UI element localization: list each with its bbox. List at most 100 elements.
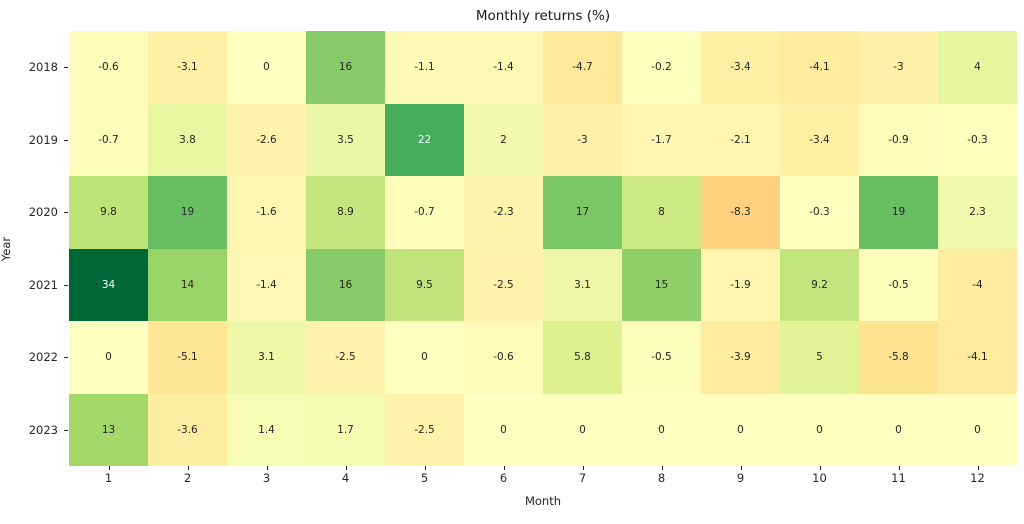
heatmap-cell: 8.9 — [306, 176, 385, 249]
x-tick-label: 11 — [891, 471, 906, 485]
cell-value: -3.6 — [177, 423, 198, 436]
heatmap-cell: 5.8 — [543, 321, 622, 394]
heatmap-cell: -0.3 — [938, 103, 1017, 176]
heatmap-cell: -3 — [859, 31, 938, 104]
cell-value: -0.6 — [493, 351, 514, 364]
cell-value: -3 — [577, 133, 588, 146]
heatmap-cell: 4 — [938, 31, 1017, 104]
heatmap-cell: -1.9 — [701, 248, 780, 321]
heatmap-cell: -2.5 — [385, 393, 464, 466]
cell-value: -0.3 — [967, 133, 988, 146]
cell-value: -4.1 — [809, 61, 830, 74]
heatmap-cell: -0.5 — [859, 248, 938, 321]
heatmap-cell: 9.8 — [69, 176, 148, 249]
heatmap-cell: -0.6 — [464, 321, 543, 394]
cell-value: 1.4 — [258, 423, 275, 436]
heatmap-cell: -0.7 — [69, 103, 148, 176]
x-tick-label: 3 — [262, 471, 271, 485]
cell-value: -1.7 — [651, 133, 672, 146]
cell-value: -2.6 — [256, 133, 277, 146]
y-tick-label: 2022 — [28, 350, 58, 365]
cell-value: 8.9 — [337, 206, 354, 219]
cell-value: -2.1 — [730, 133, 751, 146]
heatmap-cell: 1.4 — [227, 393, 306, 466]
heatmap-cell: -3.1 — [148, 31, 227, 104]
x-tick-mark — [504, 466, 505, 470]
y-tick-mark — [64, 285, 68, 286]
heatmap-cell: 3.1 — [227, 321, 306, 394]
x-tick-mark — [662, 466, 663, 470]
x-tick-label: 4 — [341, 471, 350, 485]
heatmap-cell: -1.7 — [622, 103, 701, 176]
heatmap-cell: 0 — [69, 321, 148, 394]
cell-value: 13 — [101, 423, 116, 436]
y-tick-mark — [64, 67, 68, 68]
x-tick-mark — [820, 466, 821, 470]
heatmap-cell: -0.5 — [622, 321, 701, 394]
heatmap-cell: 17 — [543, 176, 622, 249]
cell-value: -3.4 — [730, 61, 751, 74]
cell-value: 5.8 — [574, 351, 591, 364]
cell-value: 0 — [421, 351, 428, 364]
heatmap-cell: -4 — [938, 248, 1017, 321]
x-tick-mark — [899, 466, 900, 470]
heatmap-cell: 0 — [859, 393, 938, 466]
x-tick-mark — [741, 466, 742, 470]
heatmap-cell: -8.3 — [701, 176, 780, 249]
x-tick-mark — [188, 466, 189, 470]
cell-value: -4.7 — [572, 61, 593, 74]
cell-value: 3.1 — [258, 351, 275, 364]
heatmap-cell: 14 — [148, 248, 227, 321]
heatmap-cell: 3.8 — [148, 103, 227, 176]
cell-value: -0.7 — [414, 206, 435, 219]
x-tick-label: 1 — [104, 471, 113, 485]
cell-value: 9.8 — [100, 206, 117, 219]
heatmap-cell: -5.1 — [148, 321, 227, 394]
heatmap-cell: -3.9 — [701, 321, 780, 394]
x-tick-label: 2 — [183, 471, 192, 485]
cell-value: -1.4 — [256, 278, 277, 291]
cell-value: 3.5 — [337, 133, 354, 146]
cell-value: 0 — [658, 423, 665, 436]
heatmap-cell: 22 — [385, 103, 464, 176]
cell-value: -0.2 — [651, 61, 672, 74]
x-tick-mark — [425, 466, 426, 470]
cell-value: 2 — [500, 133, 507, 146]
cell-value: 19 — [891, 206, 906, 219]
cell-value: -0.5 — [888, 278, 909, 291]
heatmap-cell: -3.4 — [780, 103, 859, 176]
heatmap-cell: 19 — [859, 176, 938, 249]
cell-value: 0 — [105, 351, 112, 364]
x-tick-mark — [109, 466, 110, 470]
x-tick-label: 7 — [578, 471, 587, 485]
x-tick-mark — [267, 466, 268, 470]
heatmap-cell: -2.6 — [227, 103, 306, 176]
cell-value: 9.2 — [811, 278, 828, 291]
heatmap-cell: 0 — [464, 393, 543, 466]
heatmap-cell: -0.6 — [69, 31, 148, 104]
heatmap-cell: -3.4 — [701, 31, 780, 104]
cell-value: 8 — [658, 206, 665, 219]
heatmap-cell: 3.5 — [306, 103, 385, 176]
heatmap-cell: 34 — [69, 248, 148, 321]
y-tick-mark — [64, 212, 68, 213]
cell-value: -3.9 — [730, 351, 751, 364]
heatmap-cell: 0 — [227, 31, 306, 104]
heatmap-cell: 8 — [622, 176, 701, 249]
cell-value: 15 — [654, 278, 669, 291]
cell-value: -0.7 — [98, 133, 119, 146]
heatmap-cell: 16 — [306, 248, 385, 321]
heatmap-cell: 1.7 — [306, 393, 385, 466]
heatmap-cell: -4.1 — [780, 31, 859, 104]
cell-value: -4.1 — [967, 351, 988, 364]
cell-value: 0 — [579, 423, 586, 436]
heatmap-cell: 5 — [780, 321, 859, 394]
heatmap-cell: 9.5 — [385, 248, 464, 321]
heatmap-cell: 19 — [148, 176, 227, 249]
heatmap-cell: 9.2 — [780, 248, 859, 321]
heatmap-cell: 2 — [464, 103, 543, 176]
y-tick-mark — [64, 430, 68, 431]
cell-value: 0 — [263, 61, 270, 74]
y-tick-label: 2020 — [28, 205, 58, 220]
cell-value: 0 — [737, 423, 744, 436]
